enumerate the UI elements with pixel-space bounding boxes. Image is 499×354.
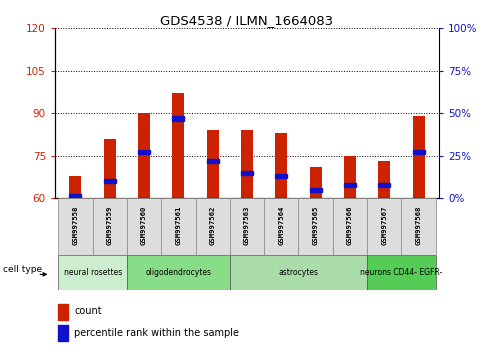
Bar [69,176,81,198]
Bar [230,255,367,290]
Text: oligodendrocytes: oligodendrocytes [145,268,212,277]
Bar [138,113,150,198]
Bar [161,198,196,255]
Bar [309,167,322,198]
Bar [241,171,253,175]
Text: astrocytes: astrocytes [278,268,318,277]
Bar [275,133,287,198]
Text: neural rosettes: neural rosettes [63,268,122,277]
Bar [58,325,68,341]
Text: GSM997561: GSM997561 [175,206,182,245]
Bar [309,188,322,192]
Bar [413,116,425,198]
Text: count: count [74,307,102,316]
Bar [104,139,116,198]
Text: cell type: cell type [3,264,42,274]
Bar [58,198,93,255]
Text: GSM997562: GSM997562 [210,206,216,245]
Bar [93,198,127,255]
Bar [344,183,356,187]
Text: GSM997563: GSM997563 [244,206,250,245]
Bar [275,174,287,178]
Bar [207,159,219,163]
Text: GSM997558: GSM997558 [72,206,78,245]
Bar [207,130,219,198]
Bar [127,198,161,255]
Text: GSM997566: GSM997566 [347,206,353,245]
Title: GDS4538 / ILMN_1664083: GDS4538 / ILMN_1664083 [161,14,333,27]
Bar [196,198,230,255]
Bar [298,198,333,255]
Text: GSM997560: GSM997560 [141,206,147,245]
Bar [401,198,436,255]
Bar [344,156,356,198]
Text: GSM997568: GSM997568 [416,206,422,245]
Bar [264,198,298,255]
Bar [127,255,230,290]
Bar [172,116,185,120]
Bar [58,304,68,320]
Text: GSM997559: GSM997559 [107,206,113,245]
Bar [367,198,401,255]
Text: GSM997567: GSM997567 [381,206,387,245]
Text: GSM997564: GSM997564 [278,206,284,245]
Bar [69,194,81,199]
Bar [104,179,116,183]
Text: percentile rank within the sample: percentile rank within the sample [74,327,240,338]
Bar [378,183,390,187]
Bar [413,150,425,154]
Bar [367,255,436,290]
Bar [241,130,253,198]
Bar [138,150,150,154]
Bar [230,198,264,255]
Bar [172,93,185,198]
Text: GSM997565: GSM997565 [312,206,319,245]
Bar [58,255,127,290]
Text: neurons CD44- EGFR-: neurons CD44- EGFR- [360,268,443,277]
Bar [378,161,390,198]
Bar [333,198,367,255]
